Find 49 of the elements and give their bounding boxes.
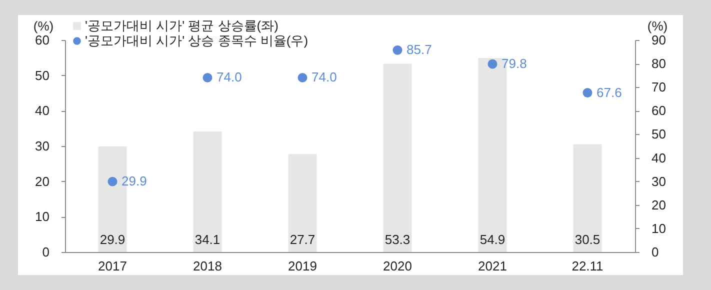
y-tick-label: 30: [35, 138, 50, 154]
point: [108, 176, 118, 186]
data-label: 29.9: [122, 174, 147, 189]
point: [392, 45, 402, 55]
bar: [193, 132, 222, 252]
data-label: 74.0: [312, 70, 337, 85]
x-tick-label: 2018: [193, 258, 222, 274]
data-label: 27.7: [290, 232, 316, 247]
x-tick-label: 2020: [383, 258, 412, 274]
y-tick-label: 50: [35, 68, 50, 83]
y2-tick-label: 70: [652, 80, 666, 95]
y2-axis-title: (%): [647, 18, 668, 34]
data-label: 34.1: [194, 232, 220, 247]
y2-tick-label: 60: [652, 103, 666, 118]
data-label: 79.8: [502, 56, 527, 72]
y-tick-label: 10: [35, 209, 50, 224]
x-tick-label: 2019: [288, 258, 317, 274]
y2-tick-label: 90: [652, 32, 666, 48]
data-label: 29.9: [100, 232, 126, 247]
bar: [573, 144, 602, 252]
y2-tick-label: 80: [652, 56, 666, 72]
data-label: 54.9: [480, 232, 506, 247]
y2-tick-label: 0: [652, 244, 659, 260]
point: [202, 72, 212, 82]
x-tick-label: 2017: [98, 258, 127, 274]
y-axis-title: (%): [33, 18, 54, 34]
point: [582, 88, 592, 98]
data-label: 30.5: [574, 232, 600, 247]
data-label: 74.0: [216, 70, 242, 85]
y2-tick-label: 30: [652, 174, 666, 189]
y2-tick-label: 20: [652, 197, 666, 212]
legend-label: '공모가대비 시가' 상승 종목수 비율(우): [85, 33, 308, 48]
point: [488, 59, 498, 69]
y2-tick-label: 40: [652, 150, 666, 166]
y-tick-label: 20: [35, 174, 50, 189]
x-tick-label: 2021: [478, 258, 507, 274]
point: [298, 72, 308, 82]
y2-tick-label: 50: [652, 126, 666, 142]
legend-label: '공모가대비 시가' 평균 상승률(좌): [85, 18, 278, 33]
x-tick-label: 22.11: [572, 258, 604, 274]
y-tick-label: 0: [42, 244, 50, 260]
y2-tick-label: 10: [652, 220, 666, 236]
data-label: 85.7: [406, 42, 432, 58]
y-tick-label: 60: [35, 32, 50, 48]
y-tick-label: 40: [35, 103, 50, 118]
bar: [383, 64, 412, 252]
data-label: 67.6: [596, 84, 622, 100]
data-label: 53.3: [384, 232, 410, 247]
bar: [288, 154, 317, 252]
